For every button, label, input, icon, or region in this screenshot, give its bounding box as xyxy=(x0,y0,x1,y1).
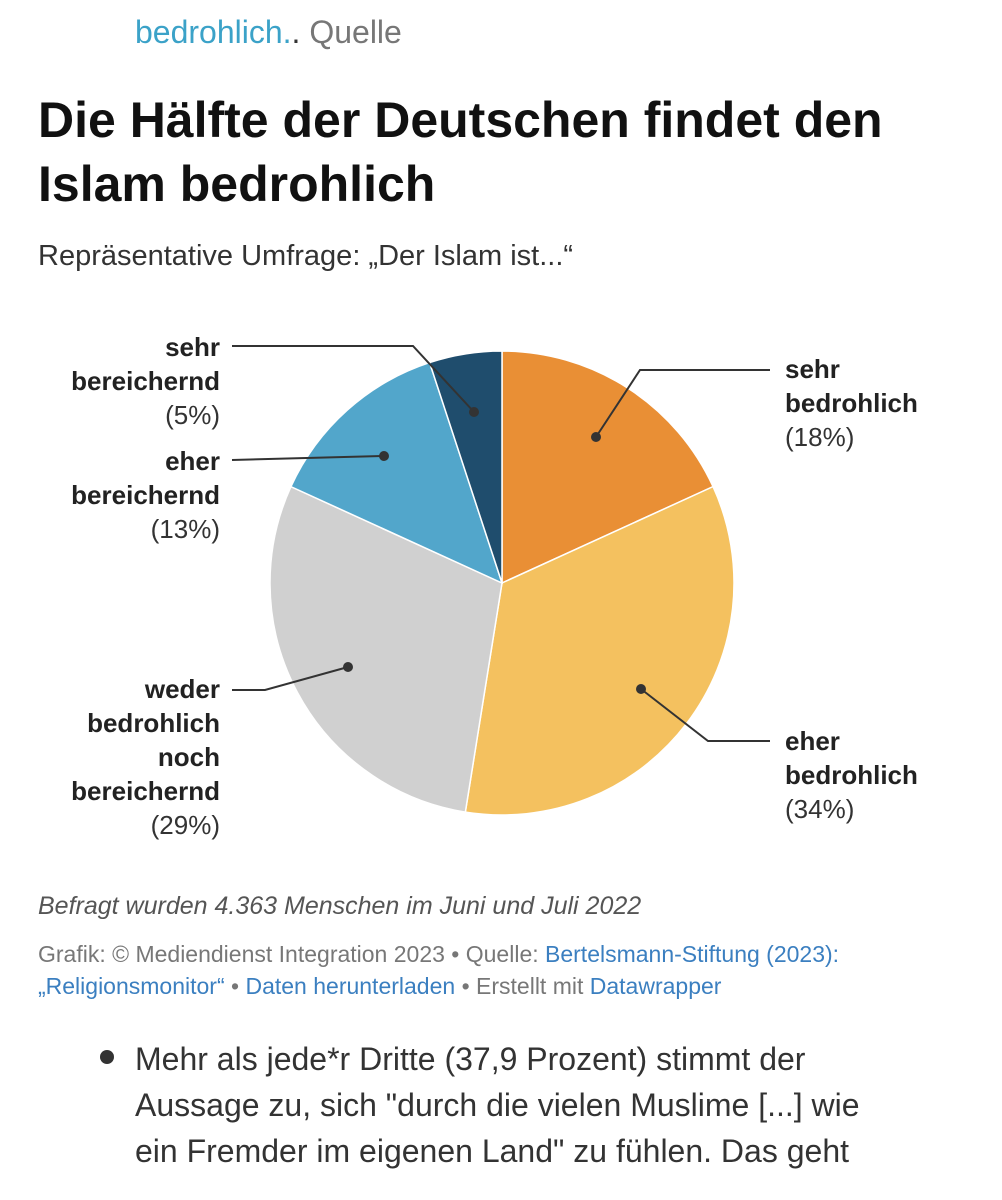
source-link[interactable]: Bertelsmann-Stiftung (2023): „Religionsm… xyxy=(38,941,840,999)
credit-separator: • xyxy=(451,941,460,967)
source-link[interactable]: Quelle xyxy=(309,14,402,50)
slice-label: eher xyxy=(165,446,220,476)
article-link[interactable]: bedrohlich. xyxy=(135,14,292,50)
label-anchor-dot xyxy=(469,407,479,417)
chart-title: Die Hälfte der Deutschen findet den Isla… xyxy=(38,92,883,212)
slice-label: bereichernd xyxy=(71,776,220,806)
label-anchor-dot xyxy=(636,684,646,694)
datawrapper-link[interactable]: Datawrapper xyxy=(589,973,722,999)
pie-slice xyxy=(289,361,504,585)
chart-credits: Grafik: © Mediendienst Integration 2023 … xyxy=(38,938,978,1002)
slice-label: noch xyxy=(158,742,220,772)
slice-percentage: (34%) xyxy=(785,794,854,824)
label-leader-line xyxy=(595,369,770,438)
slice-percentage: (29%) xyxy=(151,810,220,840)
source-label: Quelle: xyxy=(465,941,539,967)
graphic-credit: Grafik: © Mediendienst Integration 2023 xyxy=(38,941,445,967)
label-leader-line xyxy=(232,345,475,413)
slice-percentage: (13%) xyxy=(151,514,220,544)
slice-label: bereichernd xyxy=(71,480,220,510)
list-item-text: Mehr als jede*r Dritte (37,9 Prozent) st… xyxy=(135,1036,965,1174)
slice-percentage: (5%) xyxy=(165,400,220,430)
created-with-label: Erstellt mit xyxy=(476,973,584,999)
text-line: Mehr als jede*r Dritte (37,9 Prozent) st… xyxy=(135,1041,806,1077)
label-leader-line xyxy=(640,688,770,742)
slice-label: sehr xyxy=(165,332,220,362)
slice-label: bedrohlich xyxy=(785,388,918,418)
slice-label: bedrohlich xyxy=(785,760,918,790)
slice-label: bedrohlich xyxy=(87,708,220,738)
label-anchor-dot xyxy=(343,662,353,672)
chart-footnote: Befragt wurden 4.363 Menschen im Juni un… xyxy=(38,892,642,920)
slice-label: bereichernd xyxy=(71,366,220,396)
article-text-fragment: bedrohlich.. Quelle xyxy=(135,12,935,52)
slice-label: weder xyxy=(144,674,220,704)
slice-label: eher xyxy=(785,726,840,756)
chart-subtitle: Repräsentative Umfrage: „Der Islam ist..… xyxy=(38,240,574,272)
separator-dot: . xyxy=(291,14,301,50)
slice-percentage: (18%) xyxy=(785,422,854,452)
slice-label: sehr xyxy=(785,354,840,384)
label-anchor-dot xyxy=(591,432,601,442)
label-anchor-dot xyxy=(379,451,389,461)
download-data-link[interactable]: Daten herunterladen xyxy=(245,973,456,999)
credit-separator: • xyxy=(461,973,470,999)
text-line: Aussage zu, sich "durch die vielen Musli… xyxy=(135,1087,860,1123)
bullet-icon xyxy=(100,1050,114,1064)
label-leader-line xyxy=(231,455,385,461)
pie-slice xyxy=(269,485,503,813)
text-line: ein Fremder im eigenen Land" zu fühlen. … xyxy=(135,1133,849,1169)
credit-separator: • xyxy=(231,973,240,999)
label-leader-line xyxy=(232,666,349,691)
pie-chart: sehr bedrohlich (18%) eher bedrohlich (34%) we… xyxy=(71,332,918,840)
